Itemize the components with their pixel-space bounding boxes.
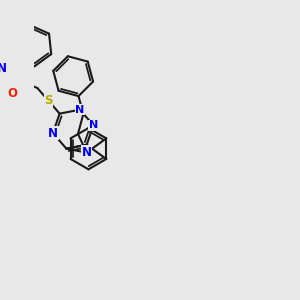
Text: O: O [7,87,17,100]
Text: N: N [75,105,85,115]
Text: N: N [89,120,98,130]
Text: N: N [82,146,92,159]
Text: S: S [44,94,53,107]
Text: N: N [48,127,58,140]
Text: N: N [0,62,7,75]
